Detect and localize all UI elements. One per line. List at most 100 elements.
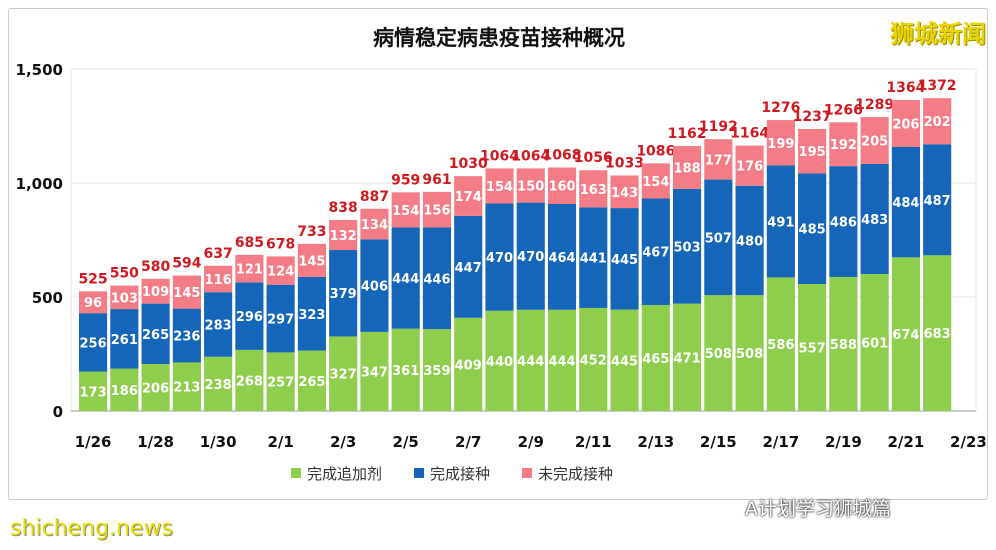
data-label: 409 xyxy=(455,358,482,373)
bar-segment xyxy=(610,309,639,411)
legend-label: 完成接种 xyxy=(430,465,490,483)
bar-segment xyxy=(235,349,264,411)
data-label: 206 xyxy=(892,117,919,132)
brand-watermark: 狮城新闻 xyxy=(890,20,986,48)
data-label: 470 xyxy=(517,250,544,265)
data-label: 508 xyxy=(736,347,763,362)
data-label: 440 xyxy=(486,355,513,370)
data-label: 406 xyxy=(361,280,388,295)
bar-segment xyxy=(735,185,764,296)
bar-segment xyxy=(704,179,733,296)
bar-segment xyxy=(297,243,326,277)
data-label: 507 xyxy=(705,231,732,246)
bar-segment xyxy=(641,304,670,411)
x-tick-label: 1/28 xyxy=(137,433,174,451)
total-label: 525 xyxy=(78,271,107,287)
total-label: 733 xyxy=(297,224,326,240)
data-label: 683 xyxy=(924,327,951,342)
bar-segment xyxy=(829,276,858,411)
data-label: 503 xyxy=(673,240,700,255)
bar-segment xyxy=(579,207,608,308)
data-label: 109 xyxy=(142,285,169,300)
bar-segment xyxy=(735,295,764,411)
bar-segment xyxy=(579,170,608,208)
bar-segment xyxy=(172,308,201,363)
data-label: 296 xyxy=(236,310,263,325)
total-label: 1192 xyxy=(699,119,738,135)
data-label: 261 xyxy=(111,333,138,348)
total-label: 887 xyxy=(360,189,389,205)
total-label: 685 xyxy=(235,235,264,251)
legend-swatch xyxy=(414,468,424,478)
bar-segment xyxy=(422,329,452,411)
data-label: 154 xyxy=(486,180,513,195)
data-label: 156 xyxy=(423,204,450,219)
bar-segment xyxy=(172,362,201,411)
bar-segment xyxy=(360,331,389,411)
data-label: 379 xyxy=(330,287,357,302)
x-tick-label: 2/9 xyxy=(518,433,544,451)
x-tick-label: 2/1 xyxy=(267,433,293,451)
bar-segment xyxy=(454,317,483,411)
data-label: 452 xyxy=(580,353,607,368)
bar-segment xyxy=(673,303,702,411)
legend-label: 完成追加剂 xyxy=(307,465,382,483)
bar-segment xyxy=(422,227,452,330)
bar-segment xyxy=(110,309,139,369)
bar-segment xyxy=(891,146,920,258)
bar-segment xyxy=(297,276,326,351)
data-label: 586 xyxy=(767,338,794,353)
bar-segment xyxy=(798,173,827,285)
data-label: 188 xyxy=(673,161,700,176)
total-label: 1372 xyxy=(918,78,957,94)
bar-segment xyxy=(923,255,952,411)
bar-segment xyxy=(798,128,827,174)
data-label: 154 xyxy=(642,175,669,190)
data-label: 446 xyxy=(423,272,450,287)
total-label: 959 xyxy=(391,172,420,188)
bar-segment xyxy=(516,309,545,411)
bar-segment xyxy=(297,350,326,411)
data-label: 444 xyxy=(548,354,575,369)
data-label: 174 xyxy=(455,190,482,205)
bar-segment xyxy=(860,117,889,164)
data-label: 467 xyxy=(642,246,669,261)
data-label: 327 xyxy=(330,368,357,383)
data-label: 103 xyxy=(111,291,138,306)
data-label: 323 xyxy=(298,308,325,323)
data-label: 205 xyxy=(861,134,888,149)
data-label: 173 xyxy=(79,385,106,400)
total-label: 1289 xyxy=(855,97,894,113)
data-label: 485 xyxy=(799,223,826,238)
data-label: 283 xyxy=(205,318,232,333)
x-tick-label: 2/21 xyxy=(888,433,925,451)
data-label: 508 xyxy=(705,347,732,362)
data-label: 557 xyxy=(799,342,826,357)
data-label: 177 xyxy=(705,153,732,168)
total-label: 1276 xyxy=(761,100,800,116)
x-tick-label: 2/23 xyxy=(950,433,987,451)
total-label: 580 xyxy=(141,259,170,275)
total-label: 1266 xyxy=(824,102,863,118)
data-label: 145 xyxy=(173,286,200,301)
bar-segment xyxy=(204,356,233,411)
data-label: 206 xyxy=(142,382,169,397)
data-label: 265 xyxy=(298,375,325,390)
bar-segment xyxy=(766,165,795,278)
x-tick-label: 2/11 xyxy=(575,433,612,451)
bar-segment xyxy=(79,291,108,314)
x-tick-label: 2/19 xyxy=(825,433,862,451)
data-label: 444 xyxy=(392,272,419,287)
x-tick-label: 2/3 xyxy=(330,433,356,451)
total-label: 1164 xyxy=(730,126,769,142)
total-label: 961 xyxy=(422,172,451,188)
total-label: 1056 xyxy=(574,150,613,166)
bar-segment xyxy=(923,98,952,145)
bar-segment xyxy=(641,163,670,199)
data-label: 265 xyxy=(142,328,169,343)
x-tick-label: 2/13 xyxy=(637,433,674,451)
bar-segment xyxy=(704,139,733,180)
bar-segment xyxy=(391,227,420,329)
legend-label: 未完成接种 xyxy=(538,465,613,483)
total-label: 550 xyxy=(110,266,139,282)
